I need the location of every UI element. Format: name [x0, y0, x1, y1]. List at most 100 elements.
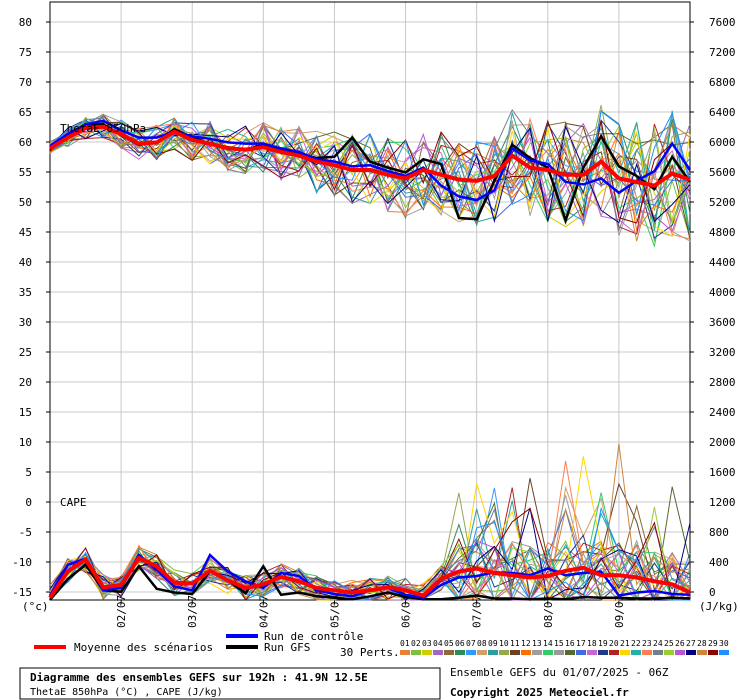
legend-control-label: Run de contrôle	[264, 630, 363, 643]
perturbation-thetae-28	[49, 119, 691, 242]
perts-key-swatch	[576, 650, 586, 655]
right-axis: 7600720068006400600056005200480044004000…	[690, 16, 736, 599]
perts-key-number: 23	[642, 639, 652, 648]
perts-key-number: 19	[598, 639, 608, 648]
left-axis-unit: (°c)	[22, 600, 49, 613]
right-axis-unit: (J/kg)	[699, 600, 739, 613]
right-tick-label: 1600	[709, 466, 736, 479]
perts-key-swatch	[598, 650, 608, 655]
footer-subtitle: ThetaE 850hPa (°C) , CAPE (J/kg)	[30, 687, 223, 698]
left-tick-label: 65	[19, 106, 32, 119]
perts-key-number: 20	[609, 639, 619, 648]
right-tick-label: 2400	[709, 406, 736, 419]
footer-copyright: Copyright 2025 Meteociel.fr	[450, 686, 629, 699]
right-tick-label: 4800	[709, 226, 736, 239]
perts-key-swatch	[554, 650, 564, 655]
perts-key-number: 26	[675, 639, 685, 648]
perts-key-number: 18	[587, 639, 597, 648]
right-tick-label: 6400	[709, 106, 736, 119]
perts-key-swatch	[620, 650, 630, 655]
date-tick-label: 08/07	[542, 595, 555, 628]
right-tick-label: 4400	[709, 256, 736, 269]
perts-key-number: 09	[488, 639, 498, 648]
perts-key-number: 02	[411, 639, 421, 648]
perts-key-number: 08	[477, 639, 487, 648]
main-series	[48, 119, 692, 601]
perturbation-cape-27	[49, 507, 691, 601]
perturbation-thetae-26	[49, 118, 691, 233]
perts-key-swatch	[466, 650, 476, 655]
right-tick-label: 3600	[709, 316, 736, 329]
perts-key-swatch	[455, 650, 465, 655]
left-tick-label: 80	[19, 16, 32, 29]
perts-key-number: 13	[532, 639, 542, 648]
date-axis: 02/07 03/07 04/07 05/07 06/07 07/07 08/07 09/07	[115, 595, 626, 628]
perts-key-swatch	[488, 650, 498, 655]
control-thetae-line	[49, 119, 692, 202]
perts-key-swatch	[433, 650, 443, 655]
perts-key-swatch	[532, 650, 542, 655]
right-tick-label: 2000	[709, 436, 736, 449]
date-tick-label: 03/07	[186, 595, 199, 628]
perts-key-number: 06	[455, 639, 465, 648]
perts-key-swatch	[697, 650, 707, 655]
perts-key-swatch	[631, 650, 641, 655]
perturbation-thetae-24	[49, 108, 691, 233]
footer-run: Ensemble GEFS du 01/07/2025 - 06Z	[450, 666, 669, 679]
left-tick-label: 25	[19, 346, 32, 359]
thetae-annotation: ThetaE 850hPa	[60, 122, 146, 135]
perts-key-swatch	[675, 650, 685, 655]
perts-key-swatch	[664, 650, 674, 655]
mean-cape-line	[48, 555, 691, 599]
perts-key-swatch	[543, 650, 553, 655]
perts-key-number: 27	[686, 639, 696, 648]
left-tick-label: 15	[19, 406, 32, 419]
perts-key-number: 28	[697, 639, 707, 648]
left-tick-label: -10	[12, 556, 32, 569]
left-tick-label: 75	[19, 46, 32, 59]
perts-key-number: 22	[631, 639, 641, 648]
perts-key-number: 07	[466, 639, 476, 648]
date-tick-label: 05/07	[328, 595, 341, 628]
left-tick-label: 45	[19, 226, 32, 239]
left-tick-label: 0	[25, 496, 32, 509]
perts-key-swatch	[686, 650, 696, 655]
right-tick-label: 7600	[709, 16, 736, 29]
perts-key-number: 10	[499, 639, 509, 648]
right-tick-label: 400	[709, 556, 729, 569]
perts-key-number: 04	[433, 639, 443, 648]
date-tick-label: 06/07	[400, 595, 413, 628]
perts-key-number: 21	[620, 639, 630, 648]
left-tick-label: 10	[19, 436, 32, 449]
perts-key-swatch	[411, 650, 421, 655]
legend-gfs-label: Run GFS	[264, 641, 310, 654]
footer-box	[19, 667, 441, 700]
perts-key-swatch	[719, 650, 729, 655]
left-tick-label: -15	[12, 586, 32, 599]
perts-key-number: 16	[565, 639, 575, 648]
right-tick-label: 7200	[709, 46, 736, 59]
right-tick-label: 6000	[709, 136, 736, 149]
left-tick-label: -5	[19, 526, 32, 539]
right-tick-label: 2800	[709, 376, 736, 389]
perts-key-number: 24	[653, 639, 663, 648]
right-tick-label: 4000	[709, 286, 736, 299]
legend: Moyenne des scénarios Run de contrôle Ru…	[34, 630, 729, 659]
grid	[50, 2, 690, 600]
right-tick-label: 0	[709, 586, 716, 599]
perts-key-number: 25	[664, 639, 674, 648]
right-tick-label: 5600	[709, 166, 736, 179]
perts-key-number: 15	[554, 639, 564, 648]
perts-key-number: 05	[444, 639, 454, 648]
left-tick-label: 30	[19, 316, 32, 329]
left-tick-label: 60	[19, 136, 32, 149]
mean-thetae-line	[48, 124, 691, 188]
date-tick-label: 07/07	[471, 595, 484, 628]
perts-key-swatch	[565, 650, 575, 655]
perts-key-number: 17	[576, 639, 586, 648]
perts-key-swatch	[609, 650, 619, 655]
perturbation-thetae-30	[49, 110, 691, 222]
perts-key-swatch	[708, 650, 718, 655]
left-tick-label: 20	[19, 376, 32, 389]
